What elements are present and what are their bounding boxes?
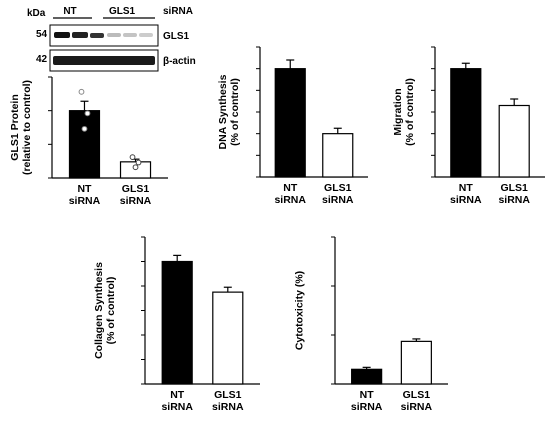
bar-nt-sirna: [68, 110, 101, 179]
bar-nt-sirna: [450, 68, 482, 178]
blot-band: [54, 32, 70, 38]
x-category-label-line: GLS1: [324, 182, 352, 194]
y-axis-label-line: GLS1 Protein: [9, 94, 21, 161]
x-category-label-line: siRNA: [120, 195, 152, 207]
x-category-label: NT siRNA: [161, 389, 193, 413]
y-axis-label-line: Collagen Synthesis: [93, 262, 105, 359]
bar-gls1-sirna: [212, 291, 244, 385]
x-category-label-line: NT: [77, 183, 92, 195]
y-axis-label: Migration(% of control): [392, 78, 416, 146]
blot-band: [123, 33, 137, 37]
x-category-label: NT siRNA: [351, 389, 383, 413]
bar-gls1-sirna: [400, 340, 432, 385]
y-axis-label: Collagen Synthesis(% of control): [93, 262, 117, 359]
x-category-label-line: NT: [283, 182, 298, 194]
x-category-label-line: GLS1: [122, 183, 150, 195]
chart-panel-a: GLS1 Protein(relative to control)NT siRNA…: [9, 76, 168, 207]
x-category-label: NT siRNA: [274, 182, 306, 206]
x-category-label-line: siRNA: [69, 195, 101, 207]
bar-nt-sirna: [161, 260, 193, 385]
x-category-label-line: NT: [170, 389, 185, 401]
data-point: [78, 88, 85, 95]
data-point: [81, 125, 88, 132]
chart-panel-d: Collagen Synthesis(% of control)NT siRNAG…: [93, 236, 260, 413]
x-category-label: GLS1 siRNA: [212, 389, 244, 413]
western-blot: kDa NT GLS1 siRNA 54 GLS1 42 β-actin: [27, 6, 196, 72]
x-category-label-line: siRNA: [212, 401, 244, 413]
x-category-label: NT siRNA: [450, 182, 482, 206]
x-category-label: NT siRNA: [69, 183, 101, 207]
blot-band: [107, 33, 121, 37]
blot-band: [72, 32, 88, 38]
blot-group-nt: NT: [63, 6, 76, 17]
x-category-label-line: NT: [360, 389, 375, 401]
x-category-label-line: siRNA: [401, 401, 433, 413]
x-category-label: GLS1 siRNA: [498, 182, 530, 206]
bar-nt-sirna: [274, 68, 306, 178]
x-category-label-line: siRNA: [351, 401, 383, 413]
x-category-label: GLS1 siRNA: [120, 183, 152, 207]
bar-charts: GLS1 Protein(relative to control)NT siRNA…: [9, 46, 545, 413]
blot-kda-54: 54: [36, 29, 48, 40]
data-point: [135, 159, 142, 166]
bar-nt-sirna: [351, 368, 383, 385]
blot-band: [139, 33, 153, 37]
x-category-label-line: NT: [459, 182, 474, 194]
y-axis-label-line: Cytotoxicity (%): [294, 271, 306, 350]
x-category-label-line: siRNA: [450, 194, 482, 206]
x-category-label-line: GLS1: [500, 182, 528, 194]
data-point: [129, 154, 136, 161]
bar-gls1-sirna: [322, 133, 354, 178]
x-category-label-line: siRNA: [161, 401, 193, 413]
blot-group-gls1: GLS1: [109, 6, 136, 17]
blot-band: [90, 33, 104, 38]
blot-gls1-label: GLS1: [163, 31, 190, 42]
bar-gls1-sirna: [498, 104, 530, 178]
data-point: [84, 110, 91, 117]
kda-label: kDa: [27, 8, 46, 19]
x-category-label-line: siRNA: [274, 194, 306, 206]
x-category-label-line: GLS1: [214, 389, 242, 401]
y-axis-label-line: (% of control): [229, 78, 241, 146]
y-axis-label-line: Migration: [392, 88, 404, 135]
y-axis-label: DNA Synthesis(% of control): [217, 74, 241, 149]
y-axis-label-line: (% of control): [404, 78, 416, 146]
x-category-label-line: siRNA: [498, 194, 530, 206]
blot-actin-label: β-actin: [163, 56, 196, 67]
x-category-label-line: GLS1: [403, 389, 431, 401]
blot-band: [53, 56, 155, 65]
x-category-label: GLS1 siRNA: [322, 182, 354, 206]
blot-sirna-label: siRNA: [163, 6, 193, 17]
y-axis-label: GLS1 Protein(relative to control): [9, 80, 33, 175]
y-axis-label-line: (% of control): [105, 277, 117, 345]
data-point: [132, 164, 139, 171]
x-category-label: GLS1 siRNA: [401, 389, 433, 413]
x-category-label-line: siRNA: [322, 194, 354, 206]
y-axis-label: Cytotoxicity (%): [294, 271, 306, 350]
blot-kda-42: 42: [36, 54, 48, 65]
y-axis-label-line: (relative to control): [21, 80, 33, 175]
y-axis-label-line: DNA Synthesis: [217, 74, 229, 149]
